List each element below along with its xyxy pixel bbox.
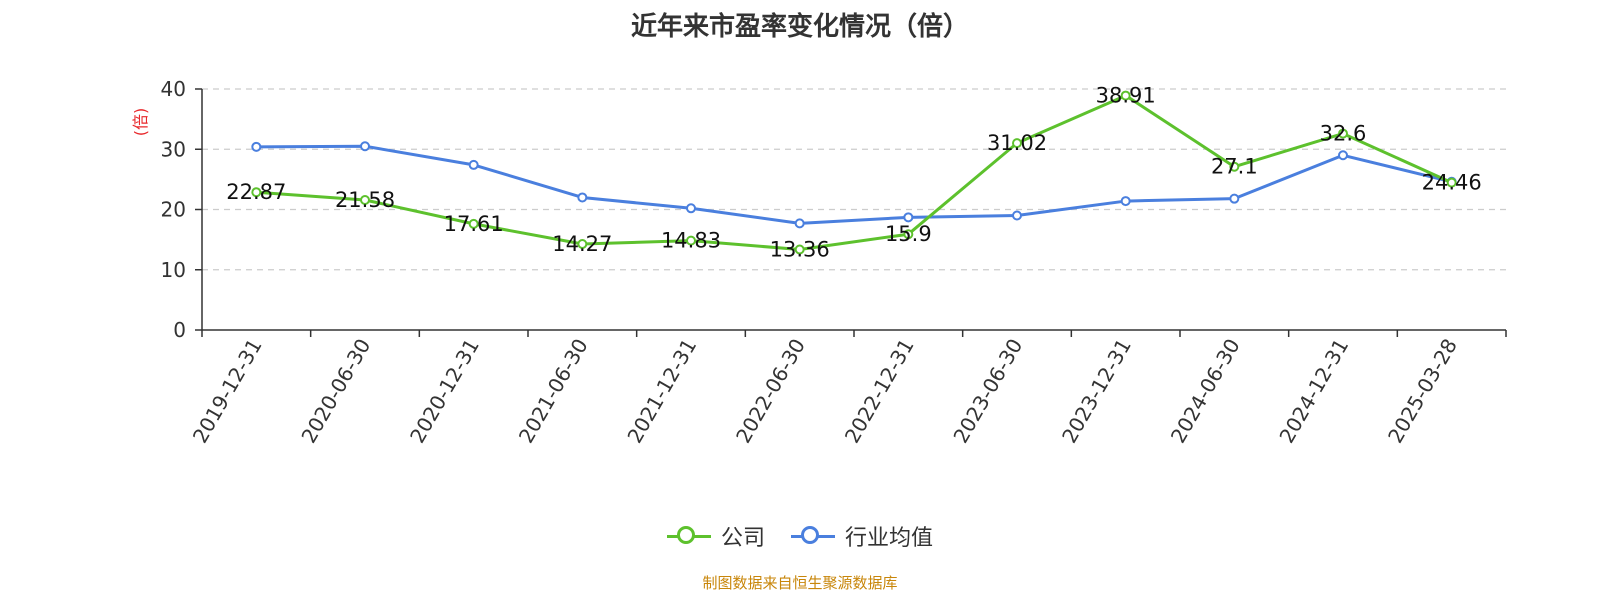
data-point[interactable] [1338, 128, 1348, 139]
data-point[interactable] [468, 218, 479, 229]
y-tick-label: 10 [161, 258, 186, 282]
data-point[interactable] [577, 192, 588, 203]
data-label: 31.02 [987, 131, 1047, 155]
x-tick-label: 2023-12-31 [1057, 335, 1136, 448]
data-label: 22.87 [226, 180, 286, 204]
data-label: 27.1 [1211, 155, 1258, 179]
x-tick-label: 2023-06-30 [948, 335, 1027, 448]
series-lines [251, 90, 1457, 255]
data-label: 13.36 [770, 238, 830, 262]
data-labels: 22.87 21.58 17.61 14.27 14.83 13.36 15.9 31.02 3… [226, 84, 1481, 262]
x-tick-label: 2021-06-30 [514, 335, 593, 448]
data-point[interactable] [251, 187, 262, 198]
y-tick-label: 40 [161, 77, 186, 101]
data-label: 14.27 [552, 232, 612, 256]
data-point[interactable] [794, 244, 805, 255]
line-chart: 0 10 20 30 40 2019-12-31 2020-06-30 2020-12-31 2… [131, 77, 1507, 448]
series-line-0 [256, 94, 1453, 252]
x-tick-label: 2022-06-30 [731, 335, 810, 448]
x-tick-label: 2019-12-31 [188, 335, 267, 448]
data-source-note: 制图数据来自恒生聚源数据库 [702, 574, 898, 592]
data-point[interactable] [360, 141, 370, 152]
data-point[interactable] [1229, 161, 1240, 172]
data-label: 15.9 [885, 222, 932, 246]
y-tick-label: 20 [161, 198, 186, 222]
data-label: 38.91 [1096, 84, 1156, 108]
data-label: 32.6 [1320, 122, 1367, 146]
legend-marker-industry-average [791, 526, 835, 546]
data-label: 17.61 [444, 212, 504, 236]
data-point[interactable] [251, 141, 262, 152]
legend-item-industry-average[interactable]: 行业均值 [791, 520, 933, 552]
x-tick-label: 2024-06-30 [1166, 335, 1245, 448]
x-tick-label: 2024-12-31 [1274, 335, 1353, 448]
data-label: 24.46 [1422, 171, 1482, 195]
y-tick-label: 0 [173, 318, 186, 342]
legend-item-company[interactable]: 公司 [666, 520, 765, 552]
chart-title: 近年来市盈率变化情况（倍） [630, 12, 969, 42]
grid-lines [202, 88, 1506, 271]
legend-marker-company [666, 526, 711, 546]
data-point[interactable] [686, 235, 696, 246]
x-tick-label: 2022-12-31 [840, 335, 919, 448]
data-point[interactable] [1446, 177, 1457, 188]
data-point[interactable] [794, 218, 805, 229]
data-point[interactable] [577, 239, 588, 250]
data-point[interactable] [1120, 196, 1131, 207]
legend: 公司 行业均值 [0, 520, 1600, 552]
y-axis-label: (倍) [131, 108, 150, 137]
data-label: 14.83 [661, 229, 721, 253]
series-line-1 [256, 144, 1453, 225]
x-tick-label: 2020-12-31 [405, 335, 484, 448]
x-tick-label: 2025-03-28 [1383, 335, 1462, 448]
data-point[interactable] [1012, 210, 1022, 221]
axes: 0 10 20 30 40 2019-12-31 2020-06-30 2020-12-31 2… [161, 77, 1507, 448]
legend-label-company: 公司 [720, 526, 765, 551]
data-point[interactable] [1229, 193, 1240, 204]
data-point[interactable] [686, 203, 696, 214]
data-point[interactable] [360, 194, 370, 205]
data-point[interactable] [1120, 90, 1131, 101]
data-point[interactable] [1012, 138, 1022, 149]
data-point[interactable] [1338, 150, 1348, 161]
legend-label-industry-average: 行业均值 [845, 526, 934, 551]
data-point[interactable] [903, 212, 914, 223]
data-point[interactable] [903, 229, 914, 240]
data-label: 21.58 [335, 188, 395, 212]
x-tick-label: 2021-12-31 [622, 335, 701, 448]
y-tick-label: 30 [161, 137, 186, 161]
data-point[interactable] [468, 159, 479, 170]
x-tick-label: 2020-06-30 [296, 335, 375, 448]
